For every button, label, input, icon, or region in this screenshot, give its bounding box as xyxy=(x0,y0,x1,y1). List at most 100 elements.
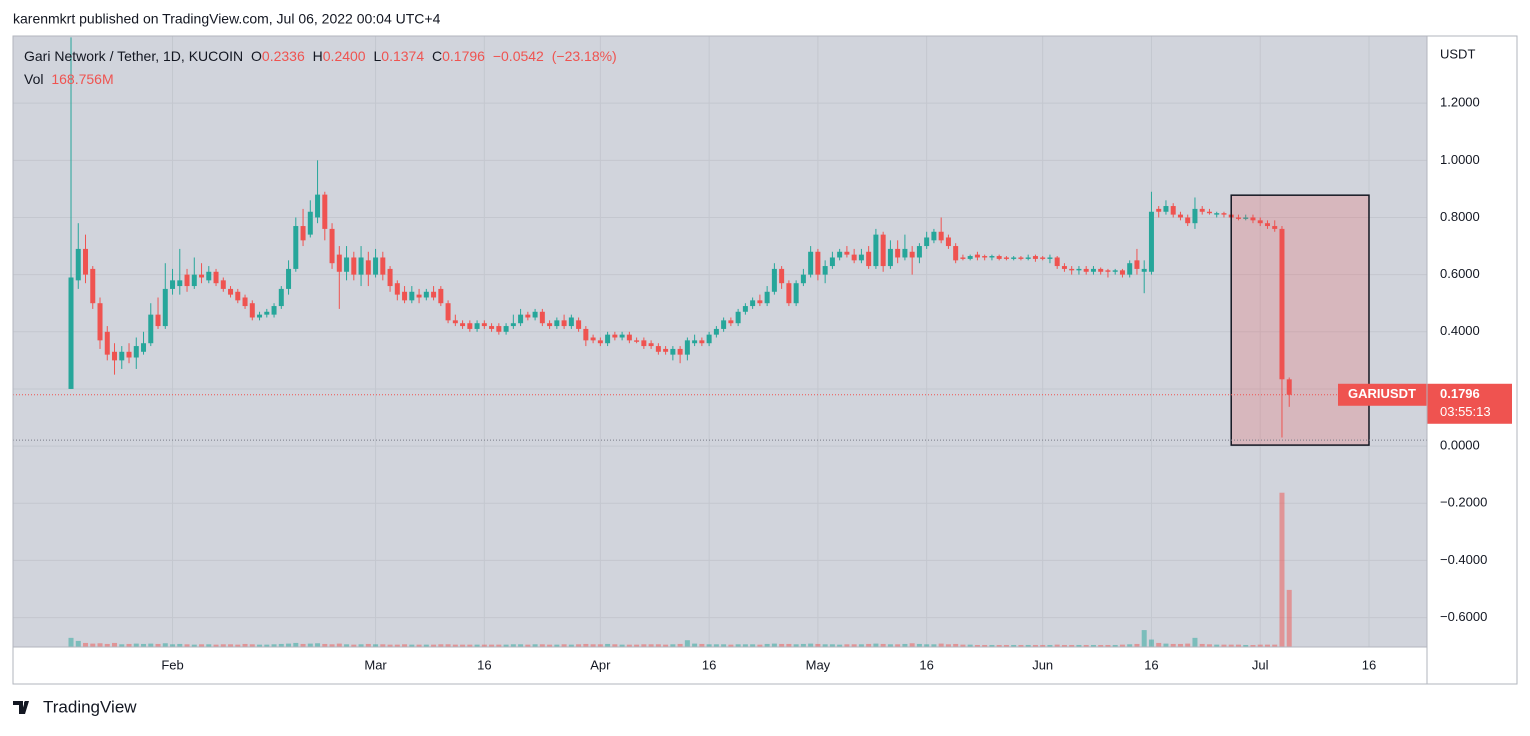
volume-bar xyxy=(539,644,545,647)
volume-legend: Vol 168.756M xyxy=(24,71,114,87)
volume-bar xyxy=(648,644,654,647)
volume-bar xyxy=(235,644,241,647)
volume-bar xyxy=(1076,644,1082,647)
volume-bar xyxy=(358,644,364,647)
candle-body xyxy=(1061,266,1067,269)
candle-body xyxy=(1264,223,1270,227)
volume-bar xyxy=(996,644,1002,647)
candle-body xyxy=(1141,268,1147,272)
candle-body xyxy=(568,317,574,327)
candle-body xyxy=(373,257,379,275)
candle-body xyxy=(177,280,183,287)
candle-body xyxy=(757,300,763,304)
candle-body xyxy=(721,320,727,329)
candle-body xyxy=(489,326,495,329)
candle-body xyxy=(663,348,669,352)
candle-body xyxy=(445,303,451,321)
candle-body xyxy=(235,291,241,301)
candle-body xyxy=(684,340,690,355)
price-label: 0.1796 xyxy=(1440,386,1480,401)
volume-bar xyxy=(380,644,386,647)
candle-body xyxy=(1235,217,1241,219)
time-axis-background xyxy=(13,647,1427,684)
volume-bar xyxy=(83,642,89,647)
volume-bar xyxy=(1040,644,1046,647)
volume-bar xyxy=(351,644,357,647)
candle-body xyxy=(220,280,226,289)
plot-background xyxy=(13,36,1427,647)
volume-bar xyxy=(1127,644,1133,647)
volume-bar xyxy=(1025,644,1031,647)
volume-bar xyxy=(858,644,864,647)
volume-bar xyxy=(365,643,371,647)
volume-bar xyxy=(199,644,205,647)
volume-bar xyxy=(126,643,132,647)
candle-body xyxy=(1105,270,1111,272)
candle-body xyxy=(496,326,502,332)
candle-body xyxy=(1286,379,1292,395)
volume-bar xyxy=(561,644,567,647)
candle-body xyxy=(1119,270,1125,275)
volume-bar xyxy=(177,643,183,647)
candle-body xyxy=(1156,208,1162,212)
legend-title: Gari Network / Tether, 1D, KUCOIN xyxy=(24,48,243,64)
candle-body xyxy=(1054,257,1060,267)
candle-body xyxy=(1192,208,1198,224)
price-axis-background xyxy=(1427,36,1517,684)
volume-bar xyxy=(1199,643,1205,647)
candle-body xyxy=(307,211,313,235)
volume-bar xyxy=(793,644,799,647)
y-tick-label: 0.0000 xyxy=(1440,438,1480,453)
volume-bar xyxy=(467,644,473,647)
candle-body xyxy=(597,340,603,344)
volume-bar xyxy=(1192,637,1198,647)
candle-body xyxy=(112,351,118,361)
volume-bar xyxy=(307,643,313,647)
candle-body xyxy=(344,257,350,272)
candle-body xyxy=(184,274,190,287)
volume-bar xyxy=(503,644,509,647)
x-tick-label: Feb xyxy=(161,657,183,672)
volume-bar xyxy=(815,643,821,647)
candle-body xyxy=(1257,220,1263,224)
candle-body xyxy=(1003,257,1009,259)
candle-body xyxy=(380,257,386,275)
candle-body xyxy=(924,237,930,247)
volume-bar xyxy=(141,643,147,647)
volume-bar xyxy=(271,644,277,647)
volume-bar xyxy=(264,644,270,647)
countdown-label: 03:55:13 xyxy=(1440,404,1491,419)
candle-body xyxy=(431,291,437,298)
volume-bar xyxy=(496,644,502,647)
candle-body xyxy=(619,334,625,338)
candle-body xyxy=(677,348,683,355)
candle-body xyxy=(938,231,944,241)
volume-bar xyxy=(771,643,777,647)
candle-body xyxy=(191,274,197,287)
volume-bar xyxy=(213,644,219,647)
volume-bar xyxy=(206,644,212,647)
candle-body xyxy=(90,268,96,304)
candle-body xyxy=(1018,257,1024,259)
candle-body xyxy=(278,288,284,307)
candle-body xyxy=(1098,268,1104,272)
candle-body xyxy=(728,320,734,324)
candle-body xyxy=(1127,263,1133,275)
volume-bar xyxy=(750,644,756,647)
candle-body xyxy=(967,256,973,259)
tradingview-logo: TradingView xyxy=(13,697,137,716)
legend-value: 0.2336 xyxy=(262,48,305,64)
volume-bar xyxy=(220,644,226,647)
candle-body xyxy=(518,314,524,324)
candle-body xyxy=(996,256,1002,259)
candle-body xyxy=(206,271,212,281)
volume-bar xyxy=(1141,630,1147,647)
candle-body xyxy=(605,334,611,344)
volume-bar xyxy=(1177,643,1183,647)
candle-body xyxy=(1011,257,1017,259)
volume-bar xyxy=(1235,644,1241,647)
candle-body xyxy=(742,306,748,312)
volume-bar xyxy=(902,643,908,647)
volume-bar xyxy=(974,644,980,647)
